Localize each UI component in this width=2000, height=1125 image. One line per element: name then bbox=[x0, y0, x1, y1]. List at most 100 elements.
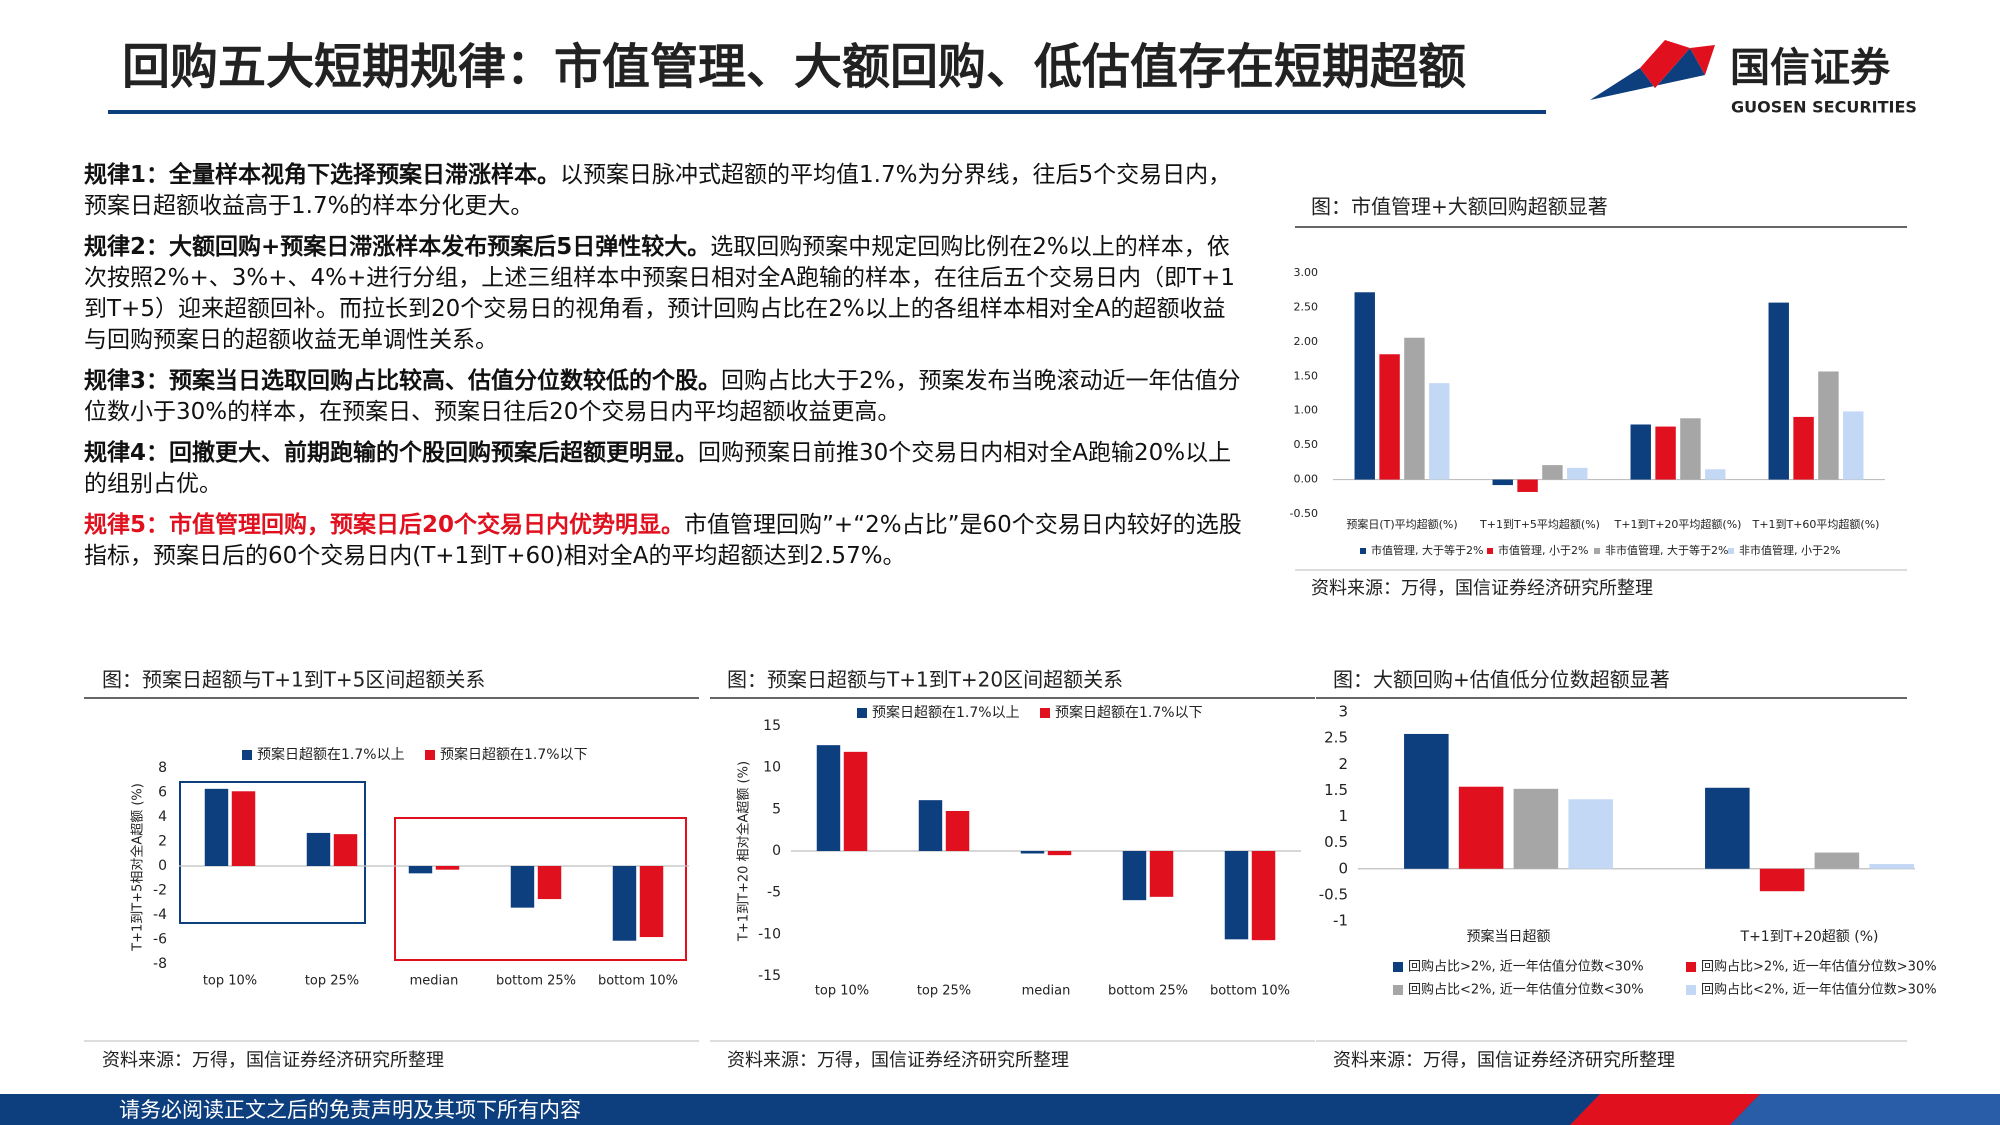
bar bbox=[1768, 302, 1789, 480]
bar bbox=[1517, 479, 1538, 492]
bar bbox=[1759, 868, 1805, 892]
y-tick-label: -5 bbox=[767, 885, 781, 901]
bar bbox=[1404, 733, 1449, 869]
rule: 规律3：预案当日选取回购占比较高、估值分位数较低的个股。回购占比大于2%，预案发… bbox=[84, 366, 1244, 428]
y-tick-label: 5 bbox=[772, 801, 781, 817]
legend-label: 预案日超额在1.7%以下 bbox=[440, 746, 588, 763]
legend-swatch bbox=[857, 708, 867, 718]
y-tick-label: 15 bbox=[763, 718, 781, 734]
bar bbox=[1149, 851, 1174, 897]
title-rule bbox=[108, 110, 1546, 114]
rules: 规律1：全量样本视角下选择预案日滞涨样本。以预案日脉冲式超额的平均值1.7%为分… bbox=[84, 160, 1244, 582]
bar bbox=[1458, 786, 1504, 869]
x-tick-label: T+1到T+20超额 (%) bbox=[1740, 929, 1879, 945]
bar bbox=[816, 745, 841, 851]
chart-title: 图：市值管理+大额回购超额显著 bbox=[1311, 195, 1608, 219]
x-tick-label: T+1到T+60平均超额(%) bbox=[1752, 517, 1880, 531]
bar bbox=[1122, 851, 1147, 901]
y-tick-label: -8 bbox=[153, 956, 167, 972]
legend-label: 非市值管理, 大于等于2% bbox=[1605, 543, 1728, 557]
bar bbox=[1680, 418, 1701, 480]
rule-heading: 规律2：大额回购+预案日滞涨样本发布预案后5日弹性较大。 bbox=[84, 234, 711, 260]
legend-label: 预案日超额在1.7%以上 bbox=[257, 746, 405, 763]
legend-swatch bbox=[1728, 548, 1734, 554]
y-tick-label: 10 bbox=[763, 760, 781, 776]
legend-swatch bbox=[1393, 985, 1403, 995]
x-tick-label: bottom 25% bbox=[1108, 984, 1188, 999]
legend-label: 市值管理, 大于等于2% bbox=[1371, 543, 1483, 557]
x-tick-label: median bbox=[1022, 984, 1071, 999]
logo-cn: 国信证券 bbox=[1730, 45, 1891, 91]
legend-label: 预案日超额在1.7%以上 bbox=[872, 704, 1020, 721]
bar bbox=[1705, 469, 1726, 480]
rule-text: 回购占比大于2%，预案发布当晚滚动近一年估值分位数小于30%的样本，在预案日、预… bbox=[84, 368, 1241, 425]
logo-mark bbox=[1590, 48, 1705, 100]
y-tick-label: 0.50 bbox=[1294, 438, 1319, 451]
source: 资料来源：万得，国信证券经济研究所整理 bbox=[1311, 578, 1653, 599]
x-tick-label: T+1到T+20平均超额(%) bbox=[1614, 517, 1742, 531]
y-tick-label: 0 bbox=[158, 858, 167, 874]
logo-en: GUOSEN SECURITIES bbox=[1731, 98, 1917, 117]
y-tick-label: 4 bbox=[158, 809, 167, 825]
bar bbox=[1793, 416, 1814, 480]
bar bbox=[612, 866, 637, 941]
legend-swatch bbox=[1686, 985, 1696, 995]
x-tick-label: T+1到T+5平均超额(%) bbox=[1479, 517, 1600, 531]
y-tick-label: 1.50 bbox=[1294, 369, 1319, 382]
legend-swatch bbox=[1393, 962, 1403, 972]
x-tick-label: top 10% bbox=[815, 984, 869, 999]
legend-swatch bbox=[1360, 548, 1366, 554]
footer-decor bbox=[1730, 1094, 2000, 1125]
bar bbox=[1655, 426, 1676, 480]
legend-swatch bbox=[1594, 548, 1600, 554]
rule: 规律4：回撤更大、前期跑输的个股回购预案后超额更明显。回购预案日前推30个交易日… bbox=[84, 438, 1244, 500]
legend-swatch bbox=[242, 750, 252, 760]
bar bbox=[1818, 371, 1839, 480]
legend-label: 市值管理, 小于2% bbox=[1498, 543, 1588, 557]
bar bbox=[1047, 851, 1072, 856]
bar bbox=[333, 834, 358, 866]
x-tick-label: bottom 10% bbox=[598, 974, 678, 989]
bar bbox=[1567, 467, 1588, 480]
legend-label: 回购占比<2%, 近一年估值分位数<30% bbox=[1408, 982, 1644, 998]
bar bbox=[918, 800, 943, 851]
legend-label: 回购占比<2%, 近一年估值分位数>30% bbox=[1701, 982, 1937, 998]
y-tick-label: -0.5 bbox=[1319, 885, 1348, 903]
rule-text: 选取回购预案中规定回购比例在2%以上的样本，依次按照2%+、3%+、4%+进行分… bbox=[84, 234, 1235, 353]
x-tick-label: 预案日(T)平均超额(%) bbox=[1346, 517, 1457, 531]
y-tick-label: 3.00 bbox=[1294, 266, 1319, 279]
bar bbox=[1429, 383, 1450, 480]
rule-text: 回购预案日前推30个交易日内相对全A跑输20%以上的组别占优。 bbox=[84, 440, 1232, 497]
bar bbox=[1542, 465, 1563, 480]
source: 资料来源：万得，国信证券经济研究所整理 bbox=[727, 1050, 1069, 1071]
bar bbox=[1224, 851, 1249, 940]
rule-heading: 规律3：预案当日选取回购占比较高、估值分位数较低的个股。 bbox=[84, 368, 722, 394]
bar bbox=[1020, 851, 1045, 854]
x-tick-label: 预案当日超额 bbox=[1467, 928, 1551, 945]
bar bbox=[1404, 337, 1425, 480]
y-tick-label: 2.50 bbox=[1294, 300, 1319, 313]
y-tick-label: -15 bbox=[758, 968, 781, 984]
x-tick-label: median bbox=[410, 974, 459, 989]
bar bbox=[639, 866, 664, 938]
legend-swatch bbox=[425, 750, 435, 760]
bar bbox=[537, 866, 562, 900]
bar bbox=[1630, 424, 1651, 480]
y-tick-label: 2 bbox=[158, 834, 167, 850]
highlight-box bbox=[394, 817, 687, 961]
y-axis-label: T+1到T+5相对全A超额 (%) bbox=[130, 783, 146, 952]
y-tick-label: 0.5 bbox=[1324, 833, 1348, 851]
logo-mark bbox=[1640, 40, 1715, 88]
rule-heading: 规律5：市值管理回购，预案日后20个交易日内优势明显。 bbox=[84, 512, 685, 538]
y-tick-label: 1 bbox=[1338, 807, 1348, 825]
x-tick-label: top 25% bbox=[305, 974, 359, 989]
legend-swatch bbox=[1686, 962, 1696, 972]
x-tick-label: bottom 10% bbox=[1210, 984, 1290, 999]
footer-text: 请务必阅读正文之后的免责声明及其项下所有内容 bbox=[119, 1098, 581, 1122]
y-tick-label: 0.00 bbox=[1294, 473, 1319, 486]
highlight-box bbox=[179, 781, 366, 924]
legend-swatch bbox=[1040, 708, 1050, 718]
bar bbox=[204, 788, 229, 866]
